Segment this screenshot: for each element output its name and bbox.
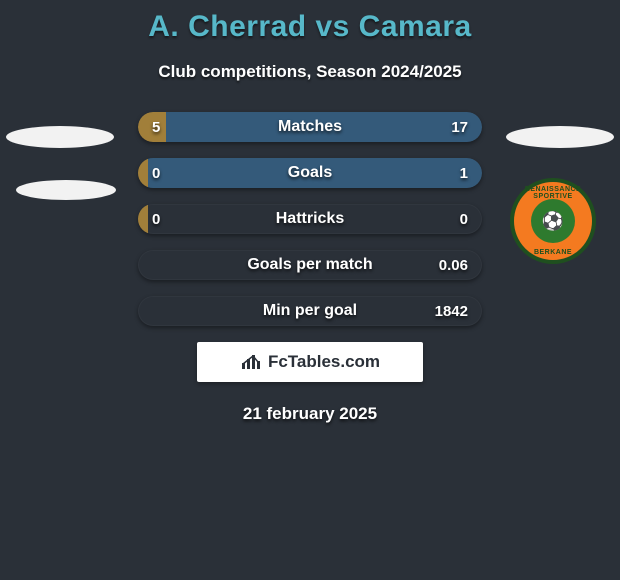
stat-value-right: 0: [460, 204, 468, 234]
bar-fill-right: [166, 112, 482, 142]
logo-text: FcTables.com: [268, 352, 380, 372]
stat-value-right: 0.06: [439, 250, 468, 280]
player-right-badge-1: [506, 126, 614, 148]
stat-row: Goals per match0.06: [138, 250, 482, 280]
crest-text-bottom: BERKANE: [514, 249, 592, 256]
crest-ball-icon: ⚽: [531, 199, 575, 243]
subtitle: Club competitions, Season 2024/2025: [0, 62, 620, 82]
page-title: A. Cherrad vs Camara: [0, 0, 620, 44]
player-left-badge-2: [16, 180, 116, 200]
bar-chart-icon: [240, 353, 262, 371]
stat-row: 5Matches17: [138, 112, 482, 142]
stat-row: 0Hattricks0: [138, 204, 482, 234]
bar-fill-right: [148, 158, 482, 188]
stat-value-left: 0: [152, 158, 160, 188]
stat-value-right: 17: [451, 112, 468, 142]
stat-label: Hattricks: [138, 204, 482, 234]
stat-value-right: 1842: [435, 296, 468, 326]
stat-row: Min per goal1842: [138, 296, 482, 326]
stat-value-left: 5: [152, 112, 160, 142]
crest-text-top: RENAISSANCE SPORTIVE: [514, 186, 592, 200]
stats-bars: 5Matches170Goals10Hattricks0Goals per ma…: [138, 112, 482, 326]
stat-value-right: 1: [460, 158, 468, 188]
bar-fill-left: [138, 158, 148, 188]
club-crest-right: RENAISSANCE SPORTIVE ⚽ BERKANE: [510, 178, 606, 263]
stat-row: 0Goals1: [138, 158, 482, 188]
fctables-logo: FcTables.com: [197, 342, 423, 382]
stat-label: Goals per match: [138, 250, 482, 280]
date-text: 21 february 2025: [0, 404, 620, 424]
stat-label: Min per goal: [138, 296, 482, 326]
bar-fill-left: [138, 204, 148, 234]
player-left-badge-1: [6, 126, 114, 148]
stat-value-left: 0: [152, 204, 160, 234]
